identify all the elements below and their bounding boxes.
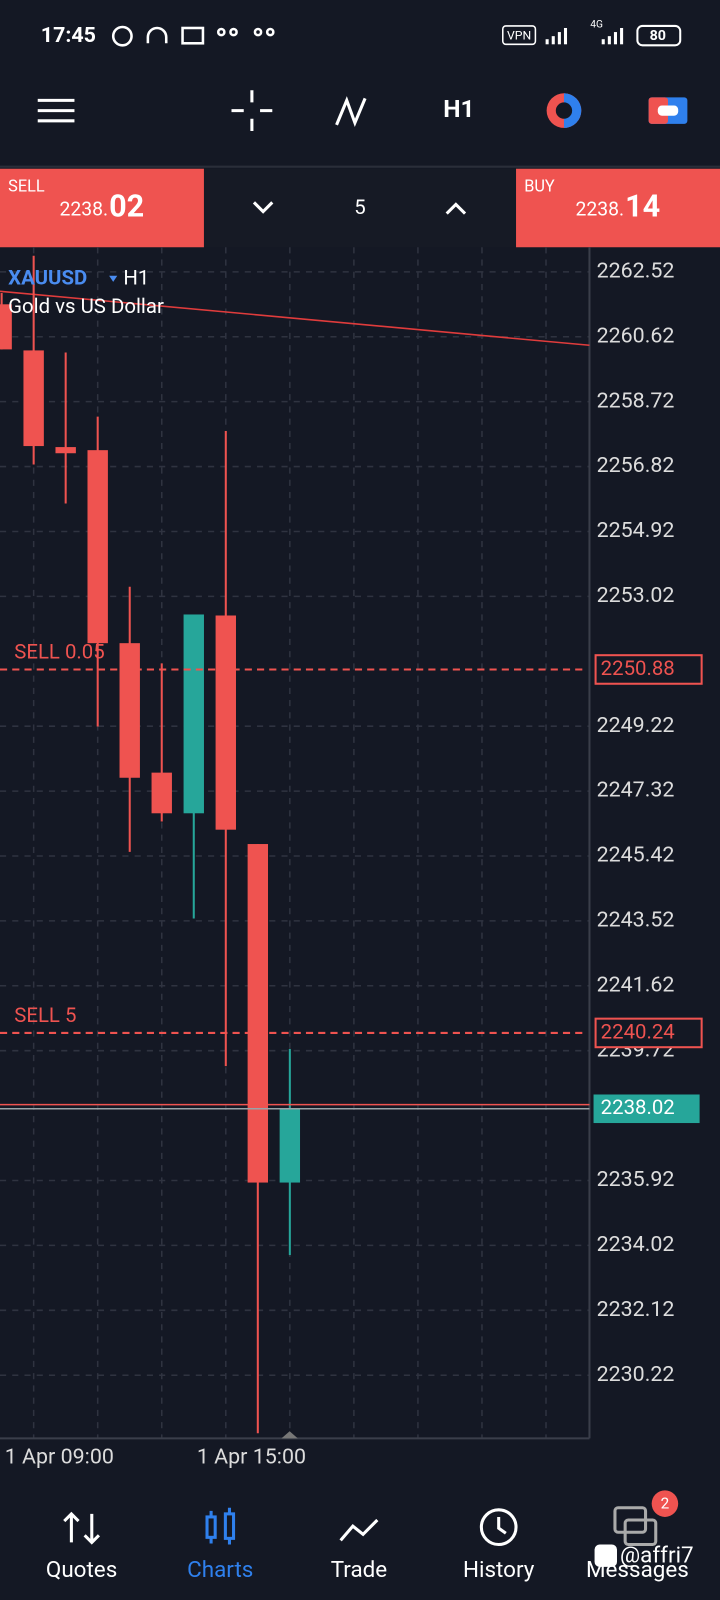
volume-up[interactable] [445, 202, 467, 215]
charts-icon [205, 1507, 236, 1545]
buy-label: BUY [524, 176, 555, 195]
volume-panel [203, 168, 517, 248]
nav-label[interactable]: History [463, 1557, 535, 1583]
buy-price-pips: 14 [625, 190, 660, 225]
y-tick-label: 2262.52 [597, 259, 675, 284]
sell-button[interactable] [0, 168, 204, 248]
y-tick-label: 2235.92 [597, 1167, 675, 1192]
status-icons [111, 25, 275, 47]
bid-price: 2238.02 [601, 1095, 675, 1119]
buy-button[interactable] [516, 168, 720, 248]
watermark-logo [594, 1544, 617, 1567]
x-tick-label: 1 Apr 15:00 [197, 1444, 306, 1469]
vpn-box [502, 25, 537, 46]
candle-body [215, 615, 236, 830]
order-label: SELL 5 [14, 1003, 76, 1027]
candle-body [183, 614, 204, 814]
order-price: 2250.88 [601, 656, 675, 680]
battery-box [636, 24, 682, 47]
order-price: 2240.24 [601, 1019, 675, 1043]
chart-timeframe: H1 [123, 265, 149, 289]
y-tick-label: 2256.82 [597, 453, 675, 478]
candle-body [119, 643, 140, 778]
y-tick-label: 2249.22 [597, 713, 675, 738]
buy-price-main: 2238. [575, 198, 624, 221]
one-click-knob [657, 105, 679, 116]
x-tick-label: 1 Apr 09:00 [5, 1444, 114, 1469]
y-tick-label: 2247.32 [597, 778, 675, 803]
badge-count: 2 [661, 1495, 670, 1513]
trendline [0, 290, 590, 347]
history-icon [479, 1508, 518, 1547]
volume[interactable]: 5 [354, 195, 365, 219]
chart: 2262.52 2260.62 2258.72 2256.82 2254.92 2253.… [0, 247, 703, 1469]
y-tick-label: 2245.42 [597, 843, 675, 868]
messages-icon [613, 1506, 658, 1547]
battery: 80 [650, 28, 666, 44]
symbol[interactable]: XAUUSD [8, 265, 87, 289]
volume-down[interactable] [252, 201, 274, 214]
candle-body [23, 350, 44, 447]
nav-label[interactable]: Trade [331, 1557, 388, 1583]
menu-icon[interactable] [37, 98, 75, 123]
y-tick-label: 2253.02 [597, 583, 675, 608]
candle-body [151, 772, 172, 814]
bottom-nav: 2 @affri7 Quotes Charts Trade History Messag… [46, 1490, 694, 1583]
sell-price-main: 2238. [59, 198, 108, 221]
scroll-marker [281, 1431, 298, 1439]
order-price-box [594, 1017, 703, 1049]
toolbar-icons [37, 90, 367, 131]
timeframe-button[interactable]: H1 [443, 94, 474, 123]
candle-body [87, 450, 108, 644]
signal [545, 27, 624, 45]
nav-label[interactable]: Quotes [46, 1557, 117, 1583]
y-tick-label: 2230.22 [597, 1362, 675, 1387]
order-label: SELL 0.05 [14, 640, 104, 664]
y-tick-label: 2241.62 [597, 972, 675, 997]
candle-body [247, 844, 269, 1183]
y-tick-label: 2232.12 [597, 1297, 675, 1322]
bid-price-box [593, 1094, 700, 1124]
trade-icon-hole [555, 102, 573, 119]
sell-label: SELL [8, 176, 45, 195]
badge [651, 1490, 679, 1517]
y-tick-label: 2254.92 [597, 518, 675, 543]
indicator-icon[interactable] [335, 96, 367, 128]
sell-price-pips: 02 [109, 190, 144, 225]
quotes-icon [63, 1511, 101, 1545]
trade-icon-half [563, 93, 582, 128]
y-tick-label: 2260.62 [597, 323, 675, 348]
vpn: VPN [507, 28, 531, 42]
symbol-caret [109, 275, 118, 282]
crosshair-icon[interactable] [231, 90, 273, 131]
candle-body [55, 447, 76, 454]
candle-body [279, 1108, 301, 1183]
y-tick-label: 2234.02 [597, 1232, 675, 1257]
trade-icon-nav [339, 1518, 379, 1542]
symbol-description: Gold vs US Dollar [8, 294, 164, 318]
status-time: 17:45 [41, 23, 96, 48]
nav-label[interactable]: Messages [586, 1557, 689, 1583]
watermark: @affri7 [620, 1543, 694, 1569]
candle-body [0, 304, 12, 350]
order-price-box [594, 654, 703, 685]
network: 4G [590, 20, 603, 31]
y-tick-label: 2243.52 [597, 908, 675, 933]
y-tick-label: 2258.72 [597, 388, 675, 413]
nav-label[interactable]: Charts [187, 1557, 253, 1583]
